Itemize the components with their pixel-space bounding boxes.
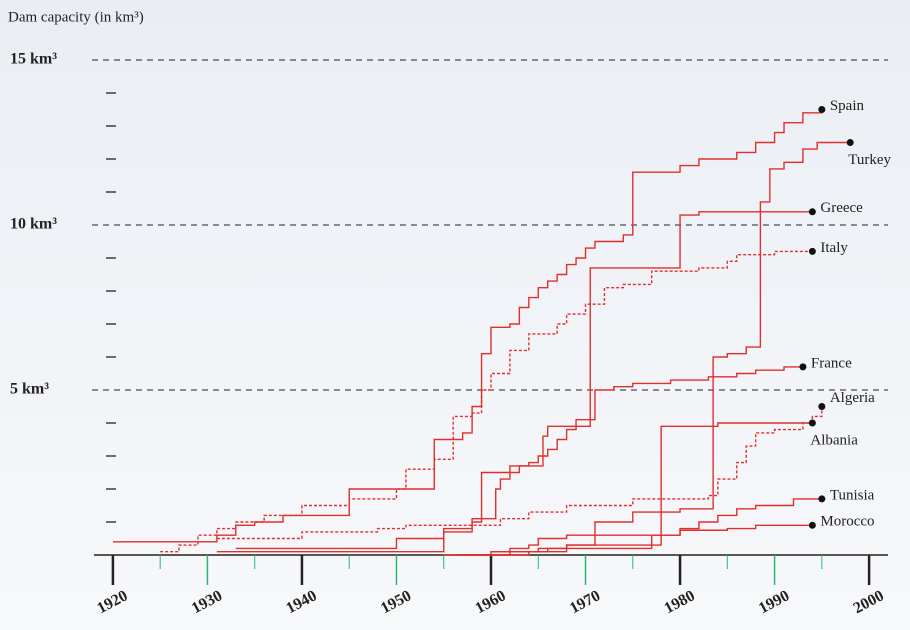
end-point bbox=[808, 521, 816, 529]
y-tick-label: 10 km³ bbox=[10, 216, 57, 233]
series-label: Italy bbox=[820, 240, 848, 256]
x-tick-label: 1930 bbox=[189, 587, 225, 617]
series-label: Algeria bbox=[830, 390, 875, 406]
end-point bbox=[818, 106, 826, 113]
series-line bbox=[216, 406, 823, 540]
y-axis-label: Dam capacity (in km³) bbox=[8, 9, 144, 25]
series-label: Tunisia bbox=[830, 487, 875, 503]
end-point bbox=[818, 495, 826, 503]
end-point bbox=[818, 403, 826, 410]
x-tick-label: 1920 bbox=[94, 587, 130, 617]
series-line bbox=[491, 498, 822, 553]
series-line bbox=[160, 250, 813, 553]
y-tick-label: 15 km³ bbox=[10, 51, 57, 68]
series-label: Albania bbox=[810, 432, 858, 448]
series-line bbox=[216, 211, 813, 553]
x-tick-label: 1990 bbox=[756, 587, 792, 617]
y-tick-label: 5 km³ bbox=[10, 381, 49, 398]
end-point bbox=[808, 247, 816, 255]
end-point bbox=[808, 419, 816, 427]
series-line bbox=[443, 141, 851, 556]
series-label: Turkey bbox=[848, 152, 891, 168]
end-point bbox=[799, 363, 807, 371]
end-point bbox=[808, 208, 816, 216]
series-label: France bbox=[811, 355, 852, 371]
series-label: Morocco bbox=[820, 514, 874, 530]
x-tick-label: 1950 bbox=[378, 587, 414, 617]
x-tick-label: 1970 bbox=[567, 587, 603, 617]
series-line bbox=[462, 524, 813, 556]
x-tick-label: 1980 bbox=[662, 587, 698, 617]
x-tick-label: 1960 bbox=[472, 587, 508, 617]
series-label: Spain bbox=[830, 98, 865, 114]
series-label: Greece bbox=[820, 200, 863, 216]
series-line bbox=[112, 109, 823, 543]
x-tick-label: 1940 bbox=[283, 587, 319, 617]
x-tick-label: 2000 bbox=[851, 587, 887, 617]
end-point bbox=[846, 139, 854, 146]
series-line bbox=[235, 366, 803, 550]
